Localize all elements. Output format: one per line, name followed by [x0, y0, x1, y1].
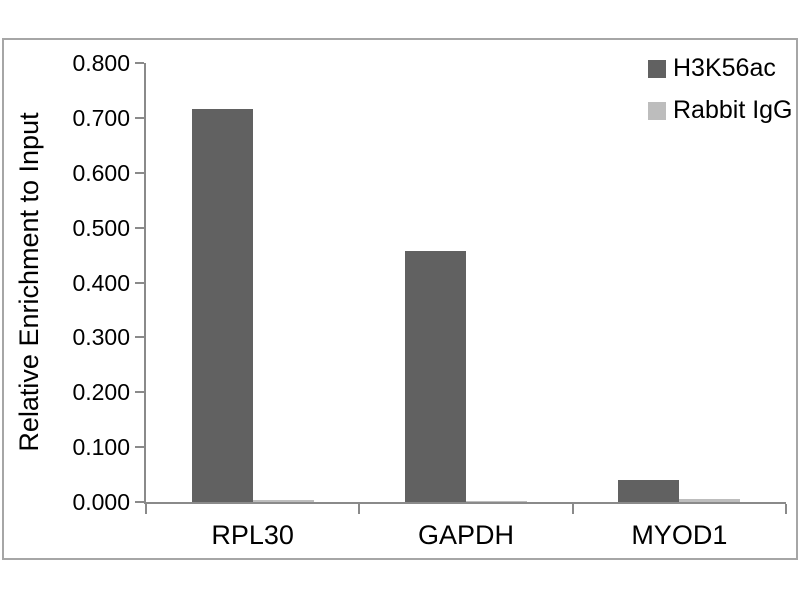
legend-color-swatch	[648, 59, 666, 78]
y-axis-tick-label: 0.700	[72, 104, 130, 131]
y-axis-tick	[135, 501, 144, 503]
bar-h3k56ac-myod1	[618, 480, 680, 502]
y-axis-tick	[135, 171, 144, 174]
bar-rabbit-igg-myod1	[679, 498, 741, 502]
x-axis-tick	[571, 504, 574, 514]
y-axis-tick	[135, 391, 144, 394]
legend: H3K56ac Rabbit IgG	[648, 54, 793, 138]
bar-rabbit-igg-gapdh	[466, 501, 527, 502]
y-axis-tick	[135, 62, 144, 64]
y-axis-tick-label: 0.000	[72, 489, 130, 515]
y-axis-tick	[135, 116, 144, 119]
legend-color-swatch	[648, 101, 666, 120]
y-axis-tick-label: 0.100	[72, 434, 130, 461]
x-axis-line	[144, 502, 786, 504]
y-axis-tick-label: 0.200	[72, 379, 130, 406]
y-axis-tick-label: 0.300	[72, 324, 130, 351]
bar-rabbit-igg-rpl30	[252, 499, 314, 502]
legend-label: Rabbit IgG	[673, 96, 793, 124]
y-axis-title: Relative Enrichment to Input	[14, 112, 44, 452]
y-axis-tick-label: 0.800	[72, 50, 130, 76]
y-axis-tick-label: 0.600	[72, 159, 130, 186]
y-axis-tick	[135, 281, 144, 284]
x-category-label: GAPDH	[417, 520, 515, 550]
legend-item: Rabbit IgG	[648, 96, 793, 125]
y-axis-tick	[135, 226, 144, 229]
legend-item: H3K56ac	[648, 54, 793, 83]
y-axis-tick	[135, 336, 144, 339]
x-axis-tick	[145, 504, 147, 514]
chart-frame	[2, 38, 798, 560]
x-category-label: RPL30	[211, 520, 294, 550]
y-axis-line	[144, 63, 146, 502]
y-axis-tick	[135, 446, 144, 449]
legend-label: H3K56ac	[673, 54, 776, 82]
bar-h3k56ac-rpl30	[191, 108, 253, 502]
x-axis-tick	[785, 504, 787, 514]
x-category-label: MYOD1	[631, 520, 728, 550]
x-axis-tick	[358, 504, 361, 514]
y-axis-tick-label: 0.400	[72, 269, 130, 296]
y-axis-tick-label: 0.500	[72, 214, 130, 241]
bar-h3k56ac-gapdh	[405, 251, 466, 502]
